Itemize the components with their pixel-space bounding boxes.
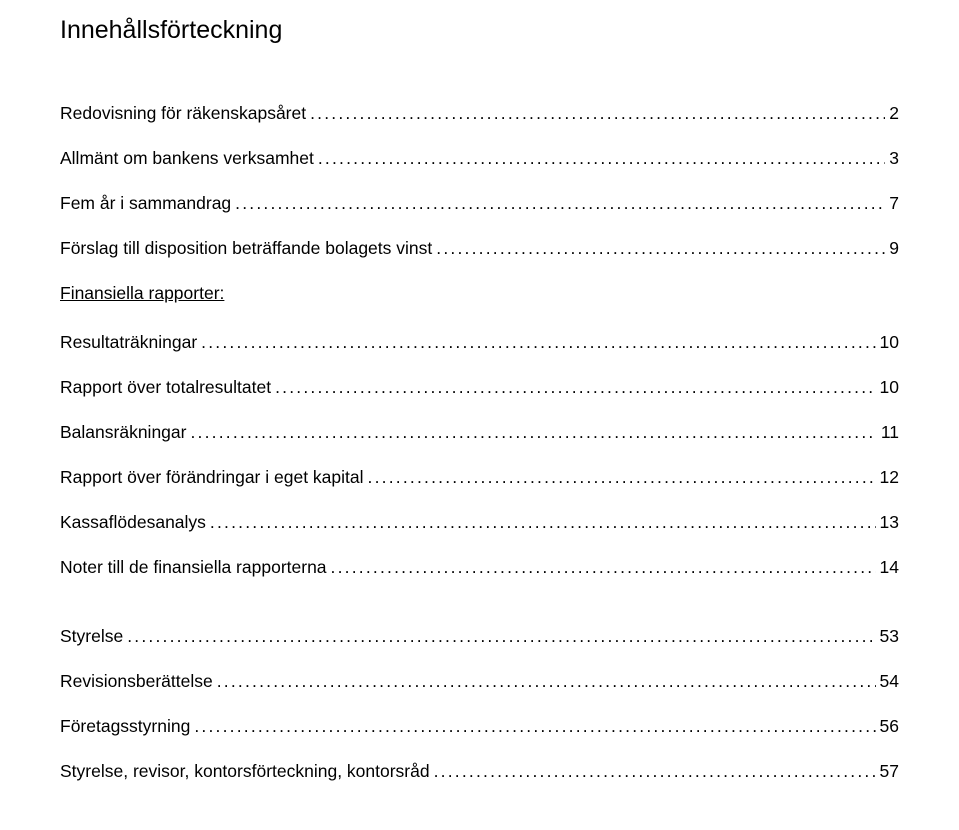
toc-entry: Styrelse 53 — [60, 626, 899, 647]
toc-leader-dots — [318, 148, 885, 169]
spacer — [60, 308, 899, 332]
spacer — [60, 602, 899, 626]
toc-label: Rapport över totalresultatet — [60, 377, 271, 398]
toc-page-number: 13 — [880, 512, 899, 533]
toc-entry: Styrelse, revisor, kontorsförteckning, k… — [60, 761, 899, 782]
toc-label: Styrelse, revisor, kontorsförteckning, k… — [60, 761, 430, 782]
toc-leader-dots — [201, 332, 875, 353]
document-page: Innehållsförteckning Redovisning för räk… — [0, 0, 959, 830]
toc-entry: Förslag till disposition beträffande bol… — [60, 238, 899, 259]
toc-page-number: 57 — [880, 761, 899, 782]
toc-leader-dots — [127, 626, 875, 647]
toc-label: Rapport över förändringar i eget kapital — [60, 467, 364, 488]
toc-page-number: 3 — [889, 148, 899, 169]
toc-leader-dots — [434, 761, 876, 782]
toc-leader-dots — [368, 467, 876, 488]
toc-label: Styrelse — [60, 626, 123, 647]
toc-page-number: 10 — [880, 377, 899, 398]
toc-label: Allmänt om bankens verksamhet — [60, 148, 314, 169]
toc-page-number: 56 — [880, 716, 899, 737]
toc-entry: Fem år i sammandrag 7 — [60, 193, 899, 214]
toc-leader-dots — [190, 422, 876, 443]
toc-page-number: 2 — [889, 103, 899, 124]
toc-label: Revisionsberättelse — [60, 671, 213, 692]
toc-leader-dots — [275, 377, 875, 398]
toc-label: Balansräkningar — [60, 422, 186, 443]
toc-page-number: 9 — [889, 238, 899, 259]
toc-label: Noter till de finansiella rapporterna — [60, 557, 327, 578]
toc-label: Fem år i sammandrag — [60, 193, 231, 214]
section-header-financial: Finansiella rapporter: — [60, 283, 899, 304]
toc-page-number: 54 — [880, 671, 899, 692]
toc-page-number: 10 — [880, 332, 899, 353]
toc-leader-dots — [210, 512, 876, 533]
toc-label: Företagsstyrning — [60, 716, 190, 737]
toc-entry: Kassaflödesanalys 13 — [60, 512, 899, 533]
toc-page-number: 7 — [889, 193, 899, 214]
toc-leader-dots — [217, 671, 876, 692]
toc-leader-dots — [235, 193, 885, 214]
toc-leader-dots — [194, 716, 875, 737]
toc-page-number: 53 — [880, 626, 899, 647]
toc-entry: Rapport över totalresultatet 10 — [60, 377, 899, 398]
toc-entry: Revisionsberättelse 54 — [60, 671, 899, 692]
toc-entry: Balansräkningar 11 — [60, 422, 899, 443]
toc-label: Resultaträkningar — [60, 332, 197, 353]
toc-entry: Företagsstyrning 56 — [60, 716, 899, 737]
toc-entry: Rapport över förändringar i eget kapital… — [60, 467, 899, 488]
toc-label: Kassaflödesanalys — [60, 512, 206, 533]
toc-leader-dots — [310, 103, 885, 124]
toc-page-number: 14 — [880, 557, 899, 578]
toc-entry: Redovisning för räkenskapsåret 2 — [60, 103, 899, 124]
toc-label: Förslag till disposition beträffande bol… — [60, 238, 432, 259]
toc-entry: Resultaträkningar 10 — [60, 332, 899, 353]
toc-page-number: 12 — [880, 467, 899, 488]
page-title: Innehållsförteckning — [60, 16, 899, 45]
toc-leader-dots — [331, 557, 876, 578]
toc-leader-dots — [436, 238, 885, 259]
toc-entry: Noter till de finansiella rapporterna 14 — [60, 557, 899, 578]
toc-entry: Allmänt om bankens verksamhet 3 — [60, 148, 899, 169]
toc-page-number: 11 — [881, 422, 899, 443]
toc-label: Redovisning för räkenskapsåret — [60, 103, 306, 124]
